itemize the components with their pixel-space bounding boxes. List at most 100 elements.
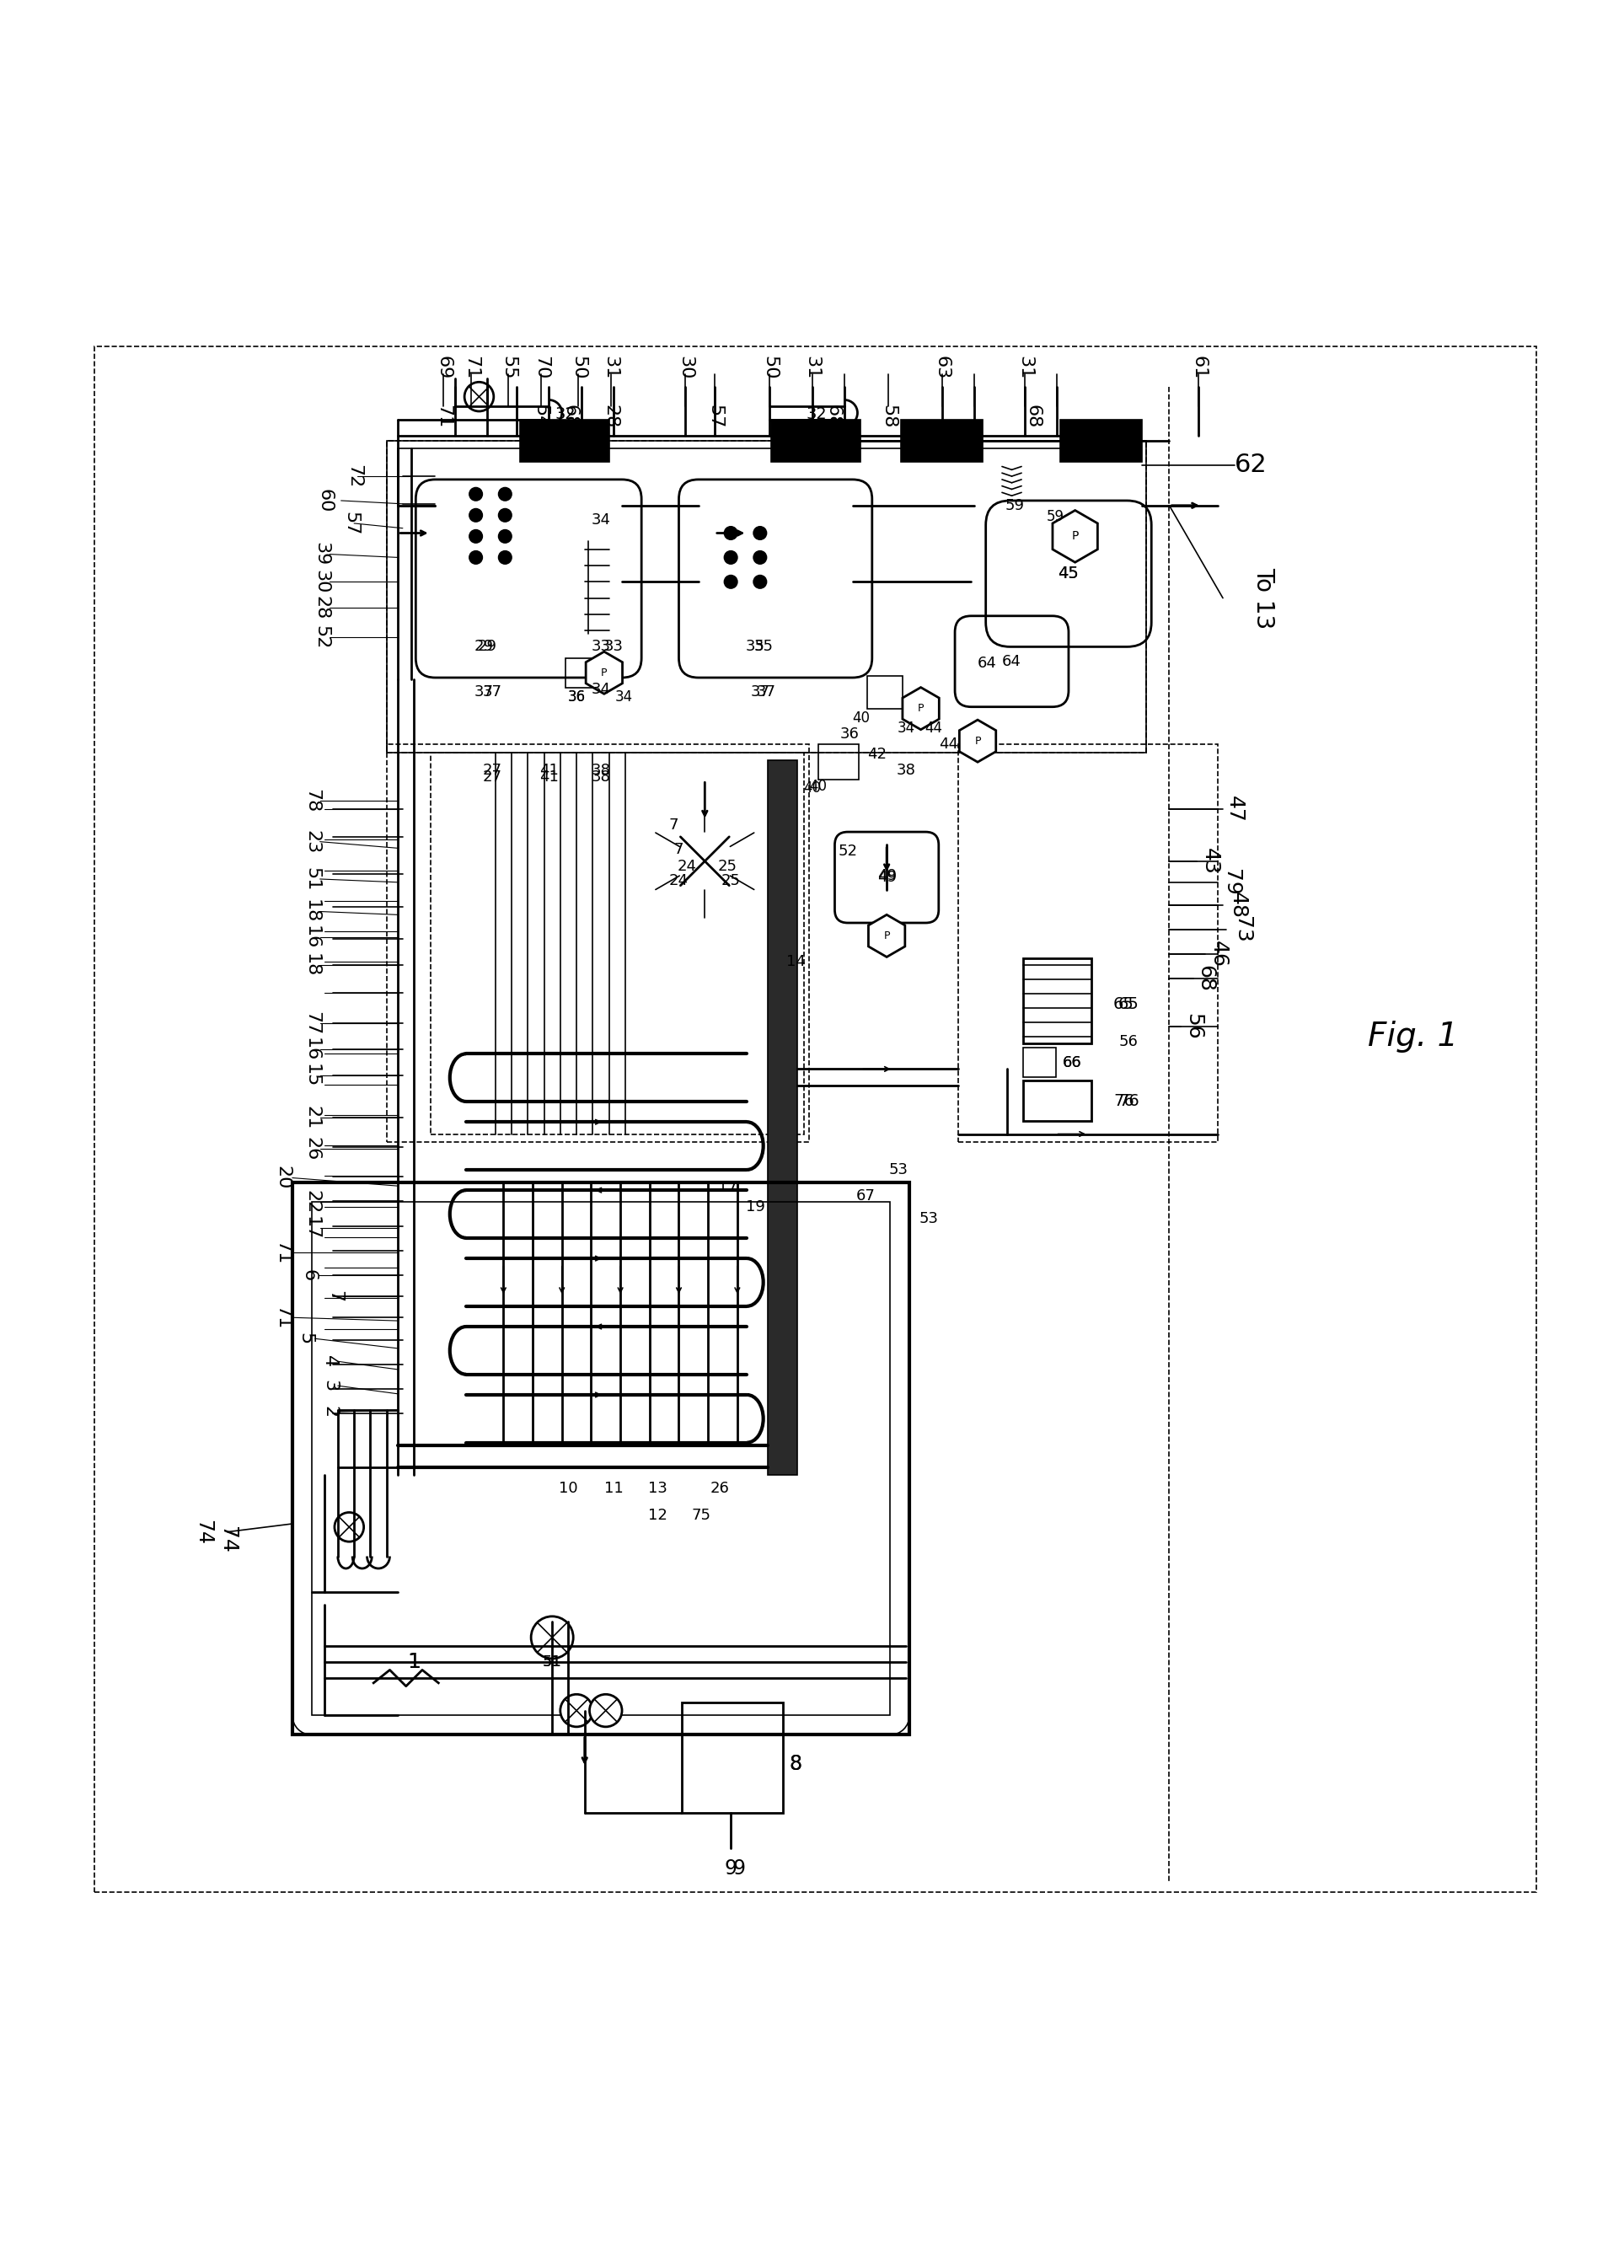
Text: 1: 1	[408, 1651, 421, 1672]
Text: 28: 28	[603, 404, 619, 429]
Text: 35: 35	[745, 640, 765, 655]
Text: P: P	[1072, 531, 1078, 542]
Text: 60: 60	[317, 488, 333, 513]
Text: 8: 8	[789, 1753, 802, 1774]
Text: 42: 42	[867, 746, 887, 762]
Text: 54: 54	[533, 404, 549, 429]
Text: 36: 36	[568, 689, 585, 705]
Text: 20: 20	[274, 1166, 291, 1191]
Text: 22: 22	[304, 1191, 320, 1213]
Bar	[901, 420, 983, 463]
Bar	[682, 1703, 783, 1812]
Text: 65: 65	[1119, 996, 1138, 1012]
Circle shape	[499, 531, 512, 542]
Text: 74: 74	[193, 1520, 213, 1545]
Text: 76: 76	[1119, 1093, 1138, 1109]
Text: 31: 31	[804, 356, 820, 379]
Text: 73: 73	[1233, 916, 1252, 943]
Text: 36: 36	[568, 689, 585, 705]
Text: 65: 65	[1114, 996, 1134, 1012]
Circle shape	[499, 551, 512, 565]
Text: 78: 78	[304, 789, 320, 812]
Text: 53: 53	[919, 1211, 939, 1227]
Text: 34: 34	[898, 721, 914, 735]
Bar	[1023, 959, 1091, 1043]
Text: 38: 38	[896, 762, 916, 778]
Text: 7: 7	[674, 841, 684, 857]
Text: 32: 32	[807, 406, 827, 422]
Text: 17: 17	[718, 1179, 737, 1195]
Bar	[958, 744, 1218, 1143]
Text: 30: 30	[313, 569, 330, 594]
Circle shape	[531, 1617, 573, 1658]
Bar	[1060, 420, 1142, 463]
Text: 59: 59	[1005, 499, 1025, 513]
Text: 71: 71	[463, 356, 479, 379]
Text: 40: 40	[804, 780, 820, 796]
Text: 1: 1	[408, 1651, 421, 1672]
Circle shape	[590, 1694, 622, 1726]
Polygon shape	[960, 719, 996, 762]
Text: 17: 17	[304, 1216, 320, 1241]
Text: 59: 59	[1047, 510, 1064, 524]
Circle shape	[469, 508, 482, 522]
Text: 64: 64	[1002, 653, 1021, 669]
Text: 66: 66	[1062, 1055, 1082, 1070]
Text: 15: 15	[304, 1064, 320, 1086]
Text: 34: 34	[615, 689, 632, 705]
Text: 76: 76	[1114, 1093, 1134, 1109]
Text: 9: 9	[732, 1857, 745, 1878]
Text: 34: 34	[591, 680, 611, 696]
Text: 43: 43	[1200, 848, 1220, 875]
Circle shape	[724, 526, 737, 540]
Bar	[867, 676, 903, 708]
Text: 44: 44	[939, 737, 958, 751]
Text: 8: 8	[789, 1753, 802, 1774]
Text: 13: 13	[648, 1481, 667, 1495]
Text: 57: 57	[343, 510, 359, 535]
Text: 10: 10	[559, 1481, 578, 1495]
Text: 40: 40	[810, 778, 827, 794]
Text: 23: 23	[304, 830, 320, 853]
Text: 68: 68	[825, 404, 841, 429]
Text: 68: 68	[1195, 964, 1215, 991]
Text: 69: 69	[435, 356, 451, 379]
Text: 45: 45	[1059, 565, 1078, 581]
Text: 38: 38	[591, 769, 611, 785]
Text: 66: 66	[1062, 1055, 1082, 1070]
Circle shape	[724, 576, 737, 587]
Text: 29: 29	[477, 640, 497, 655]
Text: 2: 2	[322, 1406, 338, 1418]
Text: P: P	[974, 735, 981, 746]
Text: 58: 58	[880, 404, 896, 429]
Text: P: P	[918, 703, 924, 714]
Text: 46: 46	[1208, 941, 1228, 966]
Text: 30: 30	[677, 356, 693, 379]
Text: 79: 79	[1221, 869, 1241, 896]
Text: 29: 29	[474, 640, 494, 655]
Bar	[520, 420, 609, 463]
Circle shape	[724, 551, 737, 565]
Text: 37: 37	[757, 685, 776, 701]
Text: 7: 7	[669, 819, 679, 832]
Text: 9: 9	[724, 1857, 737, 1878]
Text: 67: 67	[856, 1188, 875, 1204]
Text: 52: 52	[838, 844, 857, 860]
Text: 37: 37	[474, 685, 494, 701]
Polygon shape	[586, 651, 622, 694]
Text: To 13: To 13	[1252, 567, 1275, 628]
Text: 18: 18	[304, 900, 320, 923]
Bar	[94, 347, 1536, 1892]
Polygon shape	[1052, 510, 1098, 562]
Text: P: P	[601, 667, 607, 678]
Text: 61: 61	[1190, 356, 1207, 379]
Text: 41: 41	[539, 762, 559, 778]
Bar	[387, 744, 809, 1143]
Text: 36: 36	[840, 726, 859, 742]
Text: 71: 71	[274, 1241, 291, 1266]
Text: 52: 52	[313, 626, 330, 649]
Text: 25: 25	[721, 873, 741, 889]
Text: 37: 37	[750, 685, 770, 701]
Text: 28: 28	[313, 596, 330, 619]
Text: 56: 56	[1184, 1014, 1203, 1041]
